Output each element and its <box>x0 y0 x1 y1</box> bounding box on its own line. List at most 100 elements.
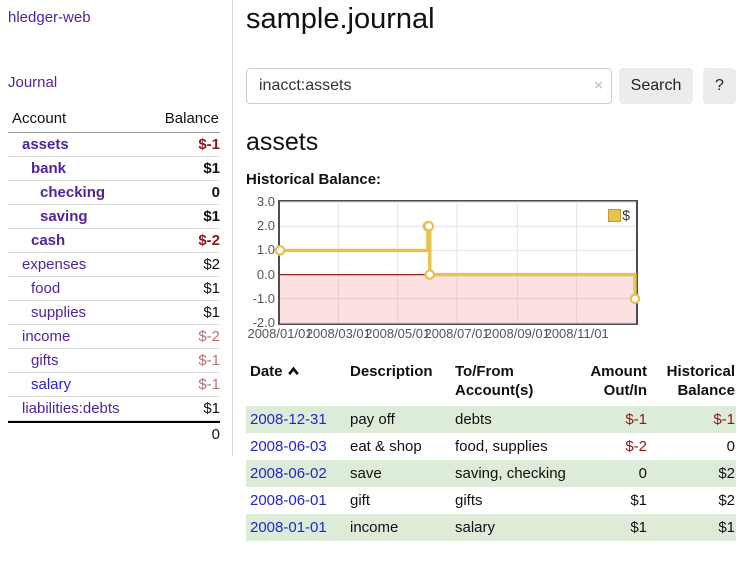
account-balance: $1 <box>146 157 220 181</box>
account-name-cell: liabilities:debts <box>8 397 147 421</box>
transaction-date-cell: 2008-06-03 <box>246 433 346 460</box>
transaction-historical-balance: $2 <box>718 465 735 482</box>
account-link-income[interactable]: income <box>22 328 71 345</box>
y-axis-label: 3.0 <box>256 194 275 209</box>
transaction-accounts: food, supplies <box>455 438 548 455</box>
account-link-supplies[interactable]: supplies <box>31 304 87 321</box>
transaction-amount: $1 <box>630 519 647 536</box>
account-name-cell: gifts <box>8 349 147 373</box>
search-button[interactable]: Search <box>619 68 693 104</box>
transaction-row: 2008-06-01 gift gifts $1 $2 <box>246 487 736 514</box>
account-link-bank[interactable]: bank <box>31 160 67 177</box>
transaction-date-cell: 2008-06-02 <box>246 460 346 487</box>
clear-search-icon[interactable]: × <box>594 77 603 94</box>
chart-y-labels: 3.0 2.0 1.0 0.0 -1.0 -2.0 <box>246 195 275 330</box>
transaction-date-link[interactable]: 2008-06-01 <box>250 492 327 509</box>
account-name-cell: saving <box>8 205 147 229</box>
transaction-accounts: gifts <box>455 492 483 509</box>
account-row: food $1 <box>8 277 220 301</box>
x-axis-label: 2008/01/01 <box>247 326 313 341</box>
y-axis-label: 1.0 <box>256 242 275 258</box>
account-link-checking[interactable]: checking <box>40 184 106 201</box>
legend-label: $ <box>622 207 630 223</box>
account-link-saving[interactable]: saving <box>40 208 88 225</box>
transactions-header-row: Date Description To/From Account(s) Amoun… <box>246 362 736 406</box>
accounts-table: Account Balance assets $-1 bank $1 checking 0… <box>8 110 220 446</box>
account-row: liabilities:debts $1 <box>8 397 220 421</box>
main-content: sample.journal × Search ? assets Histori… <box>233 0 742 541</box>
transaction-accounts: salary <box>455 519 496 536</box>
transaction-row: 2008-12-31 pay off debts $-1 $-1 <box>246 406 736 433</box>
y-axis-label: 0.0 <box>256 266 275 282</box>
transaction-date-link[interactable]: 2008-01-01 <box>250 519 327 536</box>
account-balance: $-2 <box>146 229 220 253</box>
help-button[interactable]: ? <box>703 68 736 104</box>
account-row: supplies $1 <box>8 301 220 325</box>
account-title: assets <box>246 128 319 156</box>
account-link-gifts[interactable]: gifts <box>31 352 59 369</box>
transaction-date-link[interactable]: 2008-06-03 <box>250 438 327 455</box>
account-link-expenses[interactable]: expenses <box>22 256 87 273</box>
y-axis-label: 2.0 <box>256 218 275 234</box>
sidebar-item-journal[interactable]: Journal <box>8 74 58 91</box>
account-link-liabilities-debts[interactable]: liabilities:debts <box>22 400 120 417</box>
account-link-food[interactable]: food <box>31 280 61 297</box>
accounts-header-row: Account Balance <box>8 110 220 133</box>
x-axis-label: 2008/09/01 <box>484 326 550 341</box>
account-link-cash[interactable]: cash <box>31 232 66 249</box>
transaction-historical-balance: $-1 <box>713 411 735 428</box>
account-link-salary[interactable]: salary <box>31 376 72 393</box>
account-balance: $-1 <box>146 349 220 373</box>
accounts-tbody: assets $-1 bank $1 checking 0 saving $1 cash $-2 e… <box>8 133 220 421</box>
chart-x-labels: 2008/01/01 2008/03/01 2008/05/01 2008/07/01… <box>247 326 636 341</box>
transaction-historical-balance: $1 <box>718 519 735 536</box>
chart-legend: $ <box>608 207 630 223</box>
transaction-row: 2008-06-03 eat & shop food, supplies $-2 0 <box>246 433 736 460</box>
account-balance: $-1 <box>146 373 220 397</box>
accounts-total-spacer <box>8 421 147 446</box>
header-tofrom: To/From Account(s) <box>455 363 534 399</box>
brand-link[interactable]: hledger-web <box>8 9 91 26</box>
sidebar-nav: Journal <box>8 74 220 92</box>
account-name-cell: bank <box>8 157 147 181</box>
account-name-cell: checking <box>8 181 147 205</box>
account-row: income $-2 <box>8 325 220 349</box>
account-link-assets[interactable]: assets <box>22 136 69 153</box>
account-name-cell: food <box>8 277 147 301</box>
transactions-tbody: 2008-12-31 pay off debts $-1 $-1 2008-06-03 ea… <box>246 406 736 541</box>
account-balance: $-1 <box>146 133 220 157</box>
accounts-total-balance: 0 <box>146 421 220 446</box>
account-balance: $2 <box>146 253 220 277</box>
account-row: salary $-1 <box>8 373 220 397</box>
transaction-date-cell: 2008-01-01 <box>246 514 346 541</box>
x-axis-label: 2008/11/01 <box>544 326 609 341</box>
account-name-cell: salary <box>8 373 147 397</box>
search-input[interactable] <box>246 68 612 104</box>
x-axis-label: 2008/07/01 <box>424 326 490 341</box>
legend-swatch-icon <box>608 208 622 222</box>
transaction-date-link[interactable]: 2008-12-31 <box>250 411 327 428</box>
account-balance: $1 <box>146 277 220 301</box>
account-row: cash $-2 <box>8 229 220 253</box>
search-input-wrap: × <box>246 68 612 104</box>
transaction-description: pay off <box>350 411 395 428</box>
transaction-historical-balance: 0 <box>726 438 735 455</box>
transaction-historical-balance: $2 <box>718 492 735 509</box>
header-date[interactable]: Date <box>246 362 346 406</box>
transactions-table: Date Description To/From Account(s) Amoun… <box>246 362 736 541</box>
y-axis-label: -1.0 <box>252 290 275 306</box>
account-balance: $1 <box>146 397 220 421</box>
sort-ascending-icon <box>287 363 300 382</box>
transaction-description: income <box>350 519 399 536</box>
header-description: Description <box>350 363 433 380</box>
account-name-cell: income <box>8 325 147 349</box>
account-balance: $1 <box>146 205 220 229</box>
historical-balance-chart: 3.0 2.0 1.0 0.0 -1.0 -2.0 $ 2008/01/01 2008/03… <box>246 195 742 341</box>
x-axis-label: 2008/05/01 <box>365 326 431 341</box>
account-row: expenses $2 <box>8 253 220 277</box>
account-row: saving $1 <box>8 205 220 229</box>
transaction-date-link[interactable]: 2008-06-02 <box>250 465 327 482</box>
transaction-amount: $-1 <box>625 411 647 428</box>
accounts-header-balance: Balance <box>146 110 220 133</box>
transaction-accounts: debts <box>455 411 492 428</box>
